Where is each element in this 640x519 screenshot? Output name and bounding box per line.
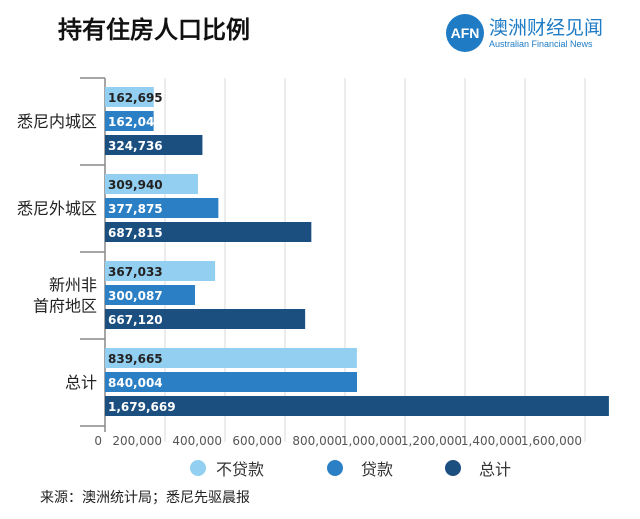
- data-label: 309,940: [108, 178, 163, 192]
- data-label: 667,120: [108, 313, 163, 327]
- x-tick-label: 0: [94, 434, 102, 448]
- data-label: 162,041: [108, 115, 163, 129]
- data-label: 324,736: [108, 139, 163, 153]
- data-label: 1,679,669: [108, 400, 176, 414]
- category-label: 悉尼外城区: [17, 199, 97, 218]
- legend: 不贷款 贷款 总计: [0, 456, 640, 480]
- x-tick-label: 1,200,000: [401, 434, 462, 448]
- bar: [105, 135, 203, 155]
- data-label: 300,087: [108, 289, 163, 303]
- source-note: 来源：澳洲统计局；悉尼先驱晨报: [40, 490, 250, 506]
- chart-title: 持有住房人口比例: [58, 16, 250, 44]
- legend-swatch: [190, 460, 206, 476]
- x-tick-label: 200,000: [112, 434, 162, 448]
- bar: [105, 348, 357, 368]
- data-label: 839,665: [108, 352, 163, 366]
- data-label: 367,033: [108, 265, 163, 279]
- x-tick-label: 1,400,000: [461, 434, 522, 448]
- legend-swatch: [327, 460, 343, 476]
- bar: [105, 198, 219, 218]
- bar: [105, 309, 306, 329]
- bar: [105, 285, 196, 305]
- legend-label: 总计: [479, 460, 512, 479]
- bar: [105, 372, 358, 392]
- data-label: 840,004: [108, 376, 163, 390]
- bar: [105, 87, 154, 107]
- x-tick-label: 1,000,000: [341, 434, 402, 448]
- legend-item-no-loan: 不贷款: [190, 456, 264, 480]
- bar: [105, 261, 216, 281]
- category-label: 悉尼内城区: [17, 112, 97, 131]
- x-tick-label: 600,000: [232, 434, 282, 448]
- bar: [105, 111, 154, 131]
- bar: [105, 174, 198, 194]
- data-label: 162,695: [108, 91, 163, 105]
- x-tick-label: 800,000: [292, 434, 342, 448]
- legend-label: 不贷款: [216, 460, 265, 479]
- x-tick-label: 1,600,000: [521, 434, 582, 448]
- afn-logo: AFN 澳洲财经见闻 Australian Financial News: [446, 14, 603, 52]
- category-label: 总计: [65, 373, 97, 392]
- legend-label: 贷款: [361, 460, 394, 479]
- legend-item-loan: 贷款: [327, 456, 393, 480]
- bar: [105, 396, 609, 416]
- x-tick-label: 400,000: [172, 434, 222, 448]
- logo-chinese-name: 澳洲财经见闻: [489, 17, 604, 39]
- category-label: 首府地区: [33, 297, 97, 316]
- data-label: 687,815: [108, 226, 163, 240]
- legend-swatch: [445, 460, 461, 476]
- legend-item-total: 总计: [445, 456, 511, 480]
- data-label: 377,875: [108, 202, 163, 216]
- bar: [105, 222, 312, 242]
- logo-english-name: Australian Financial News: [489, 39, 593, 49]
- afn-logo-mark: AFN: [446, 14, 484, 52]
- category-label: 新州非: [49, 276, 97, 295]
